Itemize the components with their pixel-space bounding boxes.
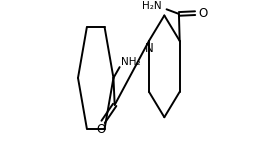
Text: NH₂: NH₂ [121, 57, 141, 67]
Text: H₂N: H₂N [142, 1, 162, 11]
Text: N: N [145, 42, 154, 55]
Text: O: O [96, 123, 105, 136]
Text: O: O [199, 7, 208, 20]
